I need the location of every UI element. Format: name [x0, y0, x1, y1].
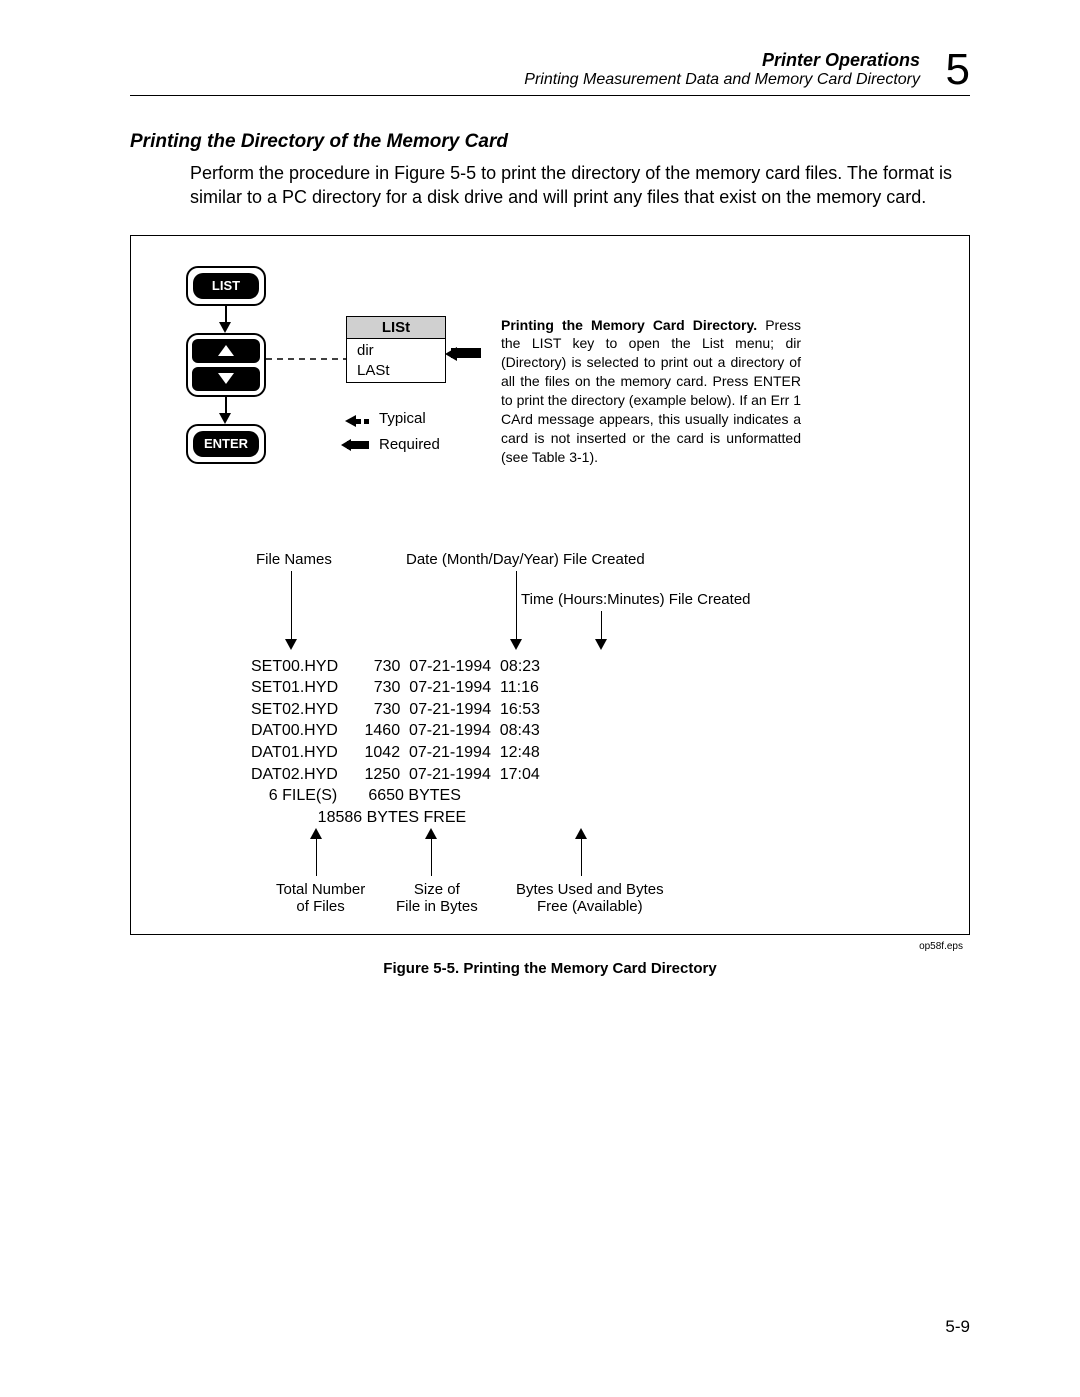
- triangle-down-icon: [218, 373, 234, 384]
- arrow-left-icon: [445, 347, 457, 361]
- listing-row-1: SET01.HYD 730 07-21-1994 11:16: [251, 679, 539, 696]
- header-rule: [130, 95, 970, 96]
- header-subtitle: Printing Measurement Data and Memory Car…: [130, 71, 920, 89]
- listing-summary-2: 18586 BYTES FREE: [251, 809, 466, 826]
- listing-row-0: SET00.HYD 730 07-21-1994 08:23: [251, 658, 540, 675]
- description-title: Printing the Memory Card Directory.: [501, 317, 757, 333]
- arrow-up-icon: [425, 828, 437, 839]
- section-heading: Printing the Directory of the Memory Car…: [130, 131, 970, 153]
- legend-required-label: Required: [379, 436, 440, 453]
- header-title: Printer Operations: [130, 50, 920, 71]
- annot-line: [516, 571, 517, 641]
- menu-title: LISt: [347, 317, 445, 339]
- chapter-number: 5: [946, 45, 970, 95]
- list-menu: LISt dir LASt: [346, 316, 446, 383]
- listing-row-4: DAT01.HYD 1042 07-21-1994 12:48: [251, 744, 540, 761]
- arrow-down-icon: [510, 639, 522, 650]
- page-header: 5 Printer Operations Printing Measuremen…: [130, 50, 970, 89]
- arrow-up-icon: [575, 828, 587, 839]
- menu-item-last: LASt: [347, 362, 445, 382]
- annot-line: [291, 571, 292, 641]
- down-button[interactable]: [192, 367, 260, 391]
- annot-size-of: Size of File in Bytes: [396, 881, 478, 915]
- annot-line: [601, 611, 602, 641]
- description-body: Press the LIST key to open the List menu…: [501, 317, 801, 465]
- annot-line: [316, 836, 317, 876]
- arrow-button-panel: [186, 333, 266, 397]
- annot-bytes-used: Bytes Used and Bytes Free (Available): [516, 881, 664, 915]
- arrow-left-icon: [341, 439, 351, 451]
- up-button[interactable]: [192, 339, 260, 363]
- annot-date-created: Date (Month/Day/Year) File Created: [406, 551, 645, 568]
- annot-file-names: File Names: [256, 551, 332, 568]
- triangle-up-icon: [218, 345, 234, 356]
- page: 5 Printer Operations Printing Measuremen…: [0, 0, 1080, 1397]
- dashed-connector: [266, 354, 346, 364]
- arrow-up-icon: [310, 828, 322, 839]
- arrow-down-icon: [219, 322, 231, 333]
- annot-line: [581, 836, 582, 876]
- annot-total-files: Total Number of Files: [276, 881, 365, 915]
- listing-row-3: DAT00.HYD 1460 07-21-1994 08:43: [251, 722, 540, 739]
- arrow-down-icon: [219, 413, 231, 424]
- listing-row-5: DAT02.HYD 1250 07-21-1994 17:04: [251, 766, 540, 783]
- description-text: Printing the Memory Card Directory. Pres…: [501, 316, 801, 467]
- enter-button-panel: ENTER: [186, 424, 266, 464]
- figure-caption: Figure 5-5. Printing the Memory Card Dir…: [130, 960, 970, 977]
- list-button-panel: LIST: [186, 266, 266, 306]
- page-number: 5-9: [945, 1317, 970, 1337]
- annot-time-created: Time (Hours:Minutes) File Created: [521, 591, 751, 608]
- figure-box: LIST ENTER LISt dir LASt: [130, 235, 970, 935]
- arrow-down-icon: [595, 639, 607, 650]
- directory-listing: SET00.HYD 730 07-21-1994 08:23 SET01.HYD…: [251, 656, 540, 829]
- annot-line: [431, 836, 432, 876]
- section-body: Perform the procedure in Figure 5-5 to p…: [190, 161, 970, 210]
- legend-typical-label: Typical: [379, 410, 426, 427]
- listing-row-2: SET02.HYD 730 07-21-1994 16:53: [251, 701, 540, 718]
- listing-summary-1: 6 FILE(S) 6650 BYTES: [251, 787, 461, 804]
- eps-filename: op58f.eps: [919, 941, 963, 952]
- list-button[interactable]: LIST: [193, 273, 259, 299]
- enter-button[interactable]: ENTER: [193, 431, 259, 457]
- menu-item-dir: dir: [347, 339, 445, 362]
- arrow-down-icon: [285, 639, 297, 650]
